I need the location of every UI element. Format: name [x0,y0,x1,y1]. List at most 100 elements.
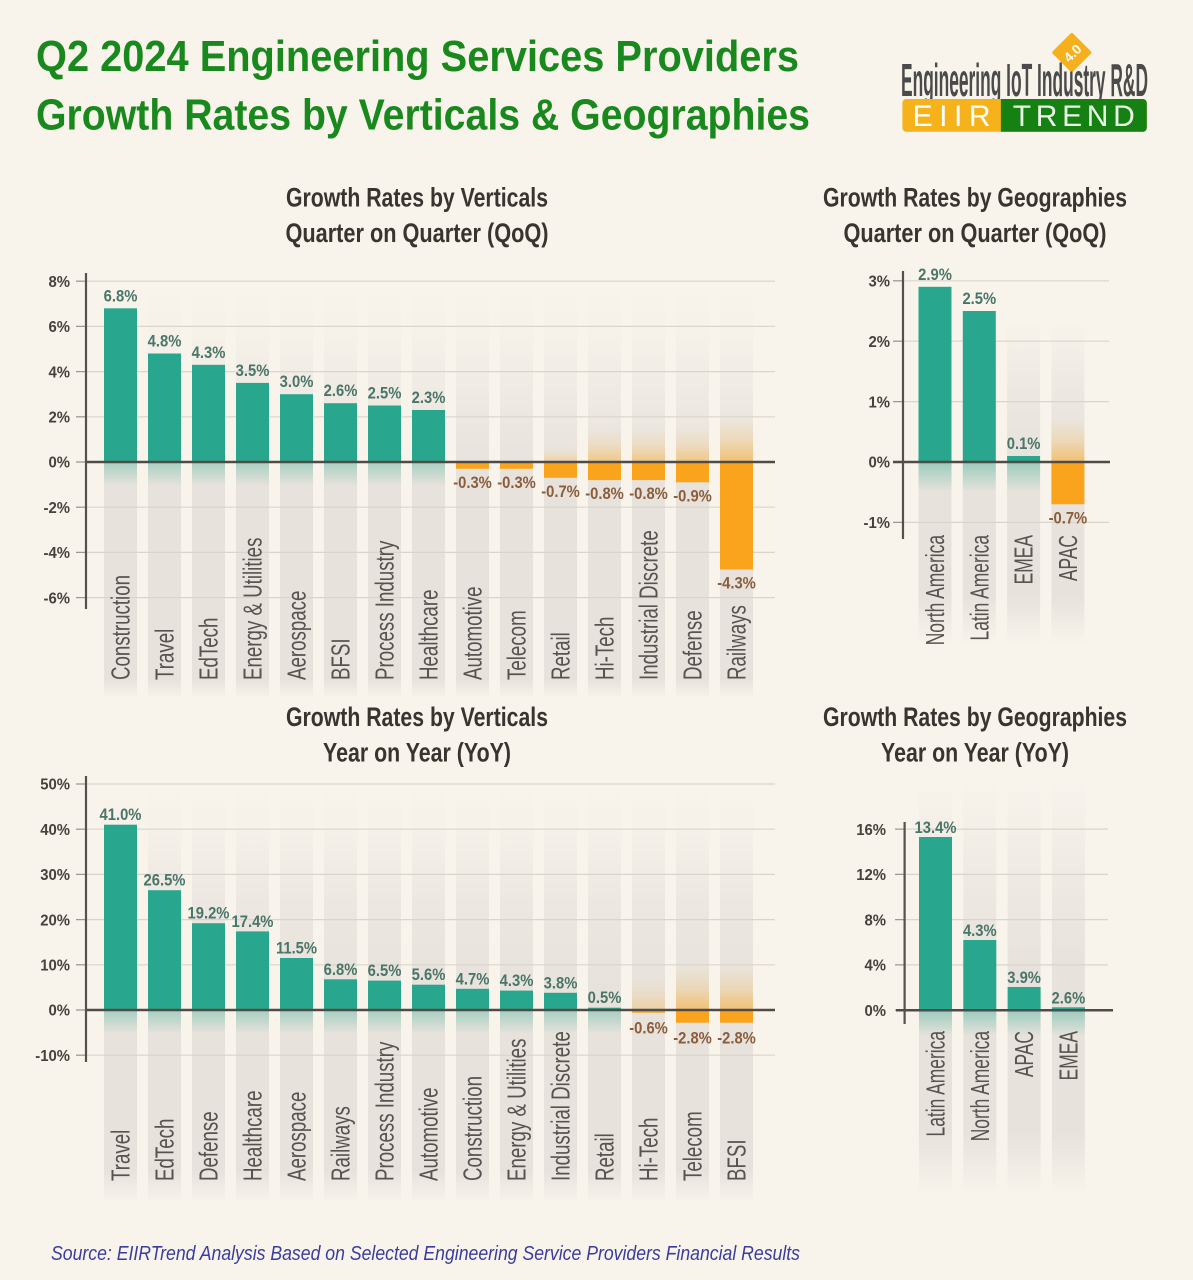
svg-text:Engineering IoT Industry R&D: Engineering IoT Industry R&D [901,54,1148,106]
svg-text:41.0%: 41.0% [100,806,142,824]
svg-text:EdTech: EdTech [149,1119,179,1181]
svg-text:8%: 8% [49,273,71,291]
svg-text:11.5%: 11.5% [276,940,317,958]
svg-text:-6%: -6% [44,590,71,608]
svg-text:-0.6%: -0.6% [629,1020,668,1038]
svg-text:12%: 12% [856,867,886,885]
svg-text:-2%: -2% [44,499,71,517]
svg-text:4%: 4% [49,364,71,382]
svg-text:Year on Year (YoY): Year on Year (YoY) [881,738,1069,768]
svg-text:Travel: Travel [105,1130,135,1181]
svg-text:0%: 0% [869,454,891,472]
svg-text:1%: 1% [869,394,891,412]
svg-text:Energy & Utilities: Energy & Utilities [501,1039,531,1181]
svg-text:Automotive: Automotive [457,586,487,680]
svg-text:Travel: Travel [149,629,179,680]
svg-text:0.5%: 0.5% [588,989,622,1007]
svg-text:Healthcare: Healthcare [413,590,443,680]
svg-text:Growth Rates by Verticals: Growth Rates by Verticals [286,702,548,732]
svg-text:4.8%: 4.8% [148,333,182,351]
svg-text:-0.3%: -0.3% [497,474,536,492]
svg-text:Construction: Construction [105,575,135,680]
svg-text:APAC: APAC [1010,1031,1039,1077]
svg-text:2.6%: 2.6% [324,382,358,400]
svg-text:Energy & Utilities: Energy & Utilities [237,538,267,680]
svg-text:2%: 2% [869,333,891,351]
svg-text:TREND: TREND [1013,100,1135,133]
svg-text:13.4%: 13.4% [915,819,957,837]
svg-text:Growth Rates by Verticals: Growth Rates by Verticals [286,183,548,213]
svg-text:3.8%: 3.8% [544,974,578,992]
svg-text:Growth Rates by Verticals & Ge: Growth Rates by Verticals & Geographies [36,91,810,140]
svg-text:6.5%: 6.5% [368,962,402,980]
svg-text:Defense: Defense [677,610,707,680]
svg-text:3.9%: 3.9% [1007,969,1041,987]
svg-text:EdTech: EdTech [193,618,223,680]
svg-text:Process Industry: Process Industry [369,540,399,680]
svg-text:Growth Rates by Geographies: Growth Rates by Geographies [823,183,1127,213]
svg-text:2.6%: 2.6% [1052,989,1086,1007]
svg-text:0.1%: 0.1% [1007,435,1041,453]
svg-text:-0.7%: -0.7% [1049,509,1088,527]
svg-text:4.7%: 4.7% [456,970,490,988]
svg-text:-10%: -10% [35,1047,70,1065]
svg-text:10%: 10% [40,957,70,975]
svg-text:30%: 30% [40,867,70,885]
svg-text:2.5%: 2.5% [962,290,996,308]
svg-text:-0.8%: -0.8% [629,485,668,503]
svg-text:EMEA: EMEA [1054,1031,1083,1081]
svg-text:-2.8%: -2.8% [673,1030,712,1048]
svg-text:-4.3%: -4.3% [717,575,756,593]
svg-text:6.8%: 6.8% [104,287,138,305]
svg-text:Railways: Railways [721,605,751,680]
svg-text:4.3%: 4.3% [192,344,226,362]
svg-text:Latin America: Latin America [921,1030,950,1136]
svg-text:Q2 2024 Engineering Services P: Q2 2024 Engineering Services Providers [36,32,799,81]
svg-text:North America: North America [965,1030,994,1141]
svg-text:-1%: -1% [864,515,891,533]
svg-text:EMEA: EMEA [1009,535,1038,585]
svg-text:BFSI: BFSI [721,1139,751,1181]
svg-text:17.4%: 17.4% [232,913,274,931]
svg-text:0%: 0% [865,1002,887,1020]
svg-text:Aerospace: Aerospace [281,591,311,680]
svg-text:0%: 0% [49,1002,71,1020]
svg-text:-0.7%: -0.7% [541,483,580,501]
svg-text:Automotive: Automotive [413,1087,443,1181]
svg-text:6%: 6% [49,319,71,337]
svg-text:-4%: -4% [44,545,71,563]
svg-text:4%: 4% [865,957,887,975]
svg-text:Healthcare: Healthcare [237,1091,267,1181]
svg-text:0%: 0% [49,454,71,472]
svg-text:19.2%: 19.2% [188,905,230,923]
svg-text:40%: 40% [40,821,70,839]
svg-text:Hi-Tech: Hi-Tech [633,1118,663,1181]
svg-text:Hi-Tech: Hi-Tech [589,617,619,680]
svg-text:3.0%: 3.0% [280,373,314,391]
svg-text:Aerospace: Aerospace [281,1092,311,1181]
svg-text:Retail: Retail [589,1133,619,1181]
svg-text:-0.9%: -0.9% [673,487,712,505]
svg-text:Construction: Construction [457,1076,487,1181]
svg-text:Latin America: Latin America [965,534,994,640]
svg-text:APAC: APAC [1053,535,1082,581]
svg-text:Industrial Discrete: Industrial Discrete [633,530,663,680]
svg-text:2.5%: 2.5% [368,385,402,403]
svg-text:Growth Rates by Geographies: Growth Rates by Geographies [823,702,1127,732]
svg-text:3%: 3% [869,273,891,291]
svg-text:3.5%: 3.5% [236,362,270,380]
svg-text:Industrial Discrete: Industrial Discrete [545,1031,575,1181]
svg-text:Year on Year (YoY): Year on Year (YoY) [323,738,511,768]
svg-text:Quarter on Quarter (QoQ): Quarter on Quarter (QoQ) [844,218,1107,248]
svg-text:Retail: Retail [545,632,575,680]
svg-text:20%: 20% [40,912,70,930]
svg-text:-2.8%: -2.8% [717,1030,756,1048]
svg-text:-0.3%: -0.3% [453,474,492,492]
svg-text:Railways: Railways [325,1106,355,1181]
svg-text:North America: North America [921,534,950,645]
svg-text:6.8%: 6.8% [324,961,358,979]
svg-text:Telecom: Telecom [677,1111,707,1181]
svg-text:2.9%: 2.9% [918,266,952,284]
svg-text:16%: 16% [856,821,886,839]
svg-text:8%: 8% [865,912,887,930]
